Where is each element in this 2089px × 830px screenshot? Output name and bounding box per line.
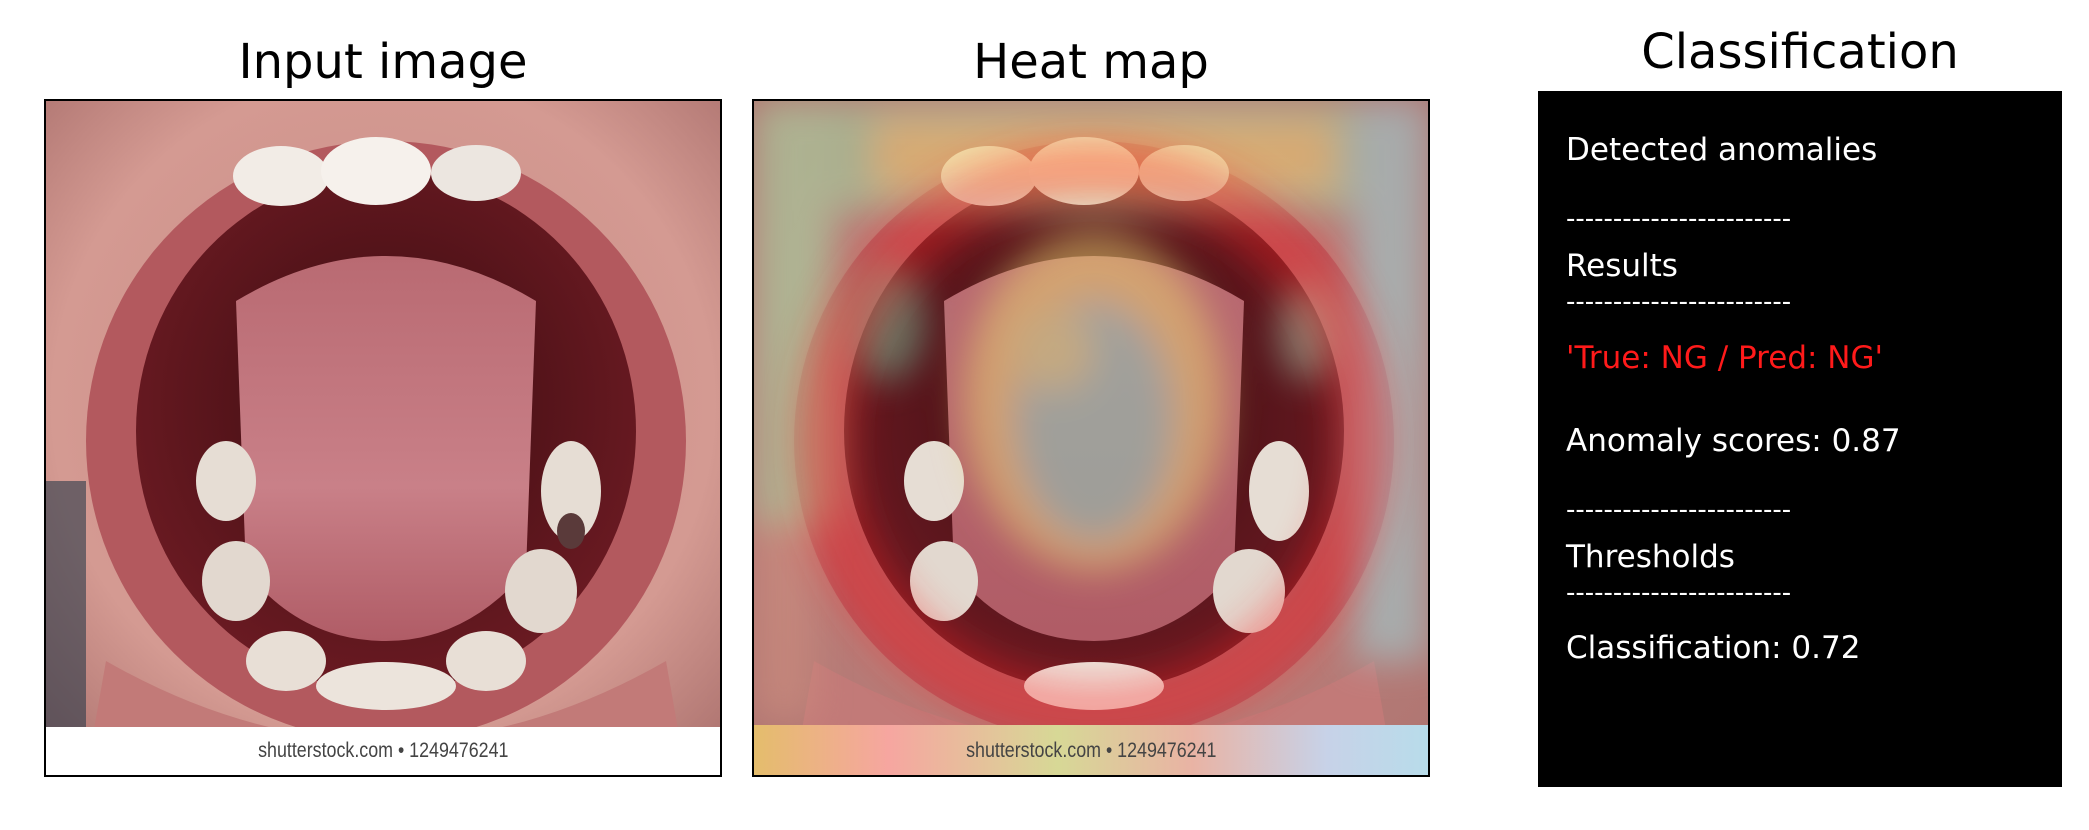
results-label: Results (1566, 248, 1678, 284)
separator-2: ------------------------ (1566, 287, 1792, 317)
input-image-title: Input image (238, 34, 528, 90)
watermark-strip: shutterstock.com • 1249476241 (46, 727, 720, 775)
anomaly-score: Anomaly scores: 0.87 (1566, 423, 1901, 459)
classification-panel: Detected anomalies ---------------------… (1538, 91, 2062, 787)
classification-title: Classification (1641, 24, 1959, 80)
heat-map-image: shutterstock.com • 1249476241 (752, 99, 1430, 777)
separator-1: ------------------------ (1566, 204, 1792, 234)
watermark-strip-heat: shutterstock.com • 1249476241 (754, 727, 1428, 775)
heat-map-title: Heat map (973, 34, 1209, 90)
watermark-text-heat: shutterstock.com • 1249476241 (965, 739, 1217, 762)
heat-map-overlay (754, 101, 1428, 775)
separator-4: ------------------------ (1566, 578, 1792, 608)
detected-anomalies-label: Detected anomalies (1566, 132, 1878, 168)
watermark-text: shutterstock.com • 1249476241 (257, 739, 509, 762)
result-value: 'True: NG / Pred: NG' (1566, 340, 1884, 376)
classification-value: Classification: 0.72 (1566, 630, 1861, 666)
separator-3: ------------------------ (1566, 495, 1792, 525)
input-image: shutterstock.com • 1249476241 (44, 99, 722, 777)
thresholds-label: Thresholds (1566, 539, 1735, 575)
mouth-photo (46, 101, 720, 775)
